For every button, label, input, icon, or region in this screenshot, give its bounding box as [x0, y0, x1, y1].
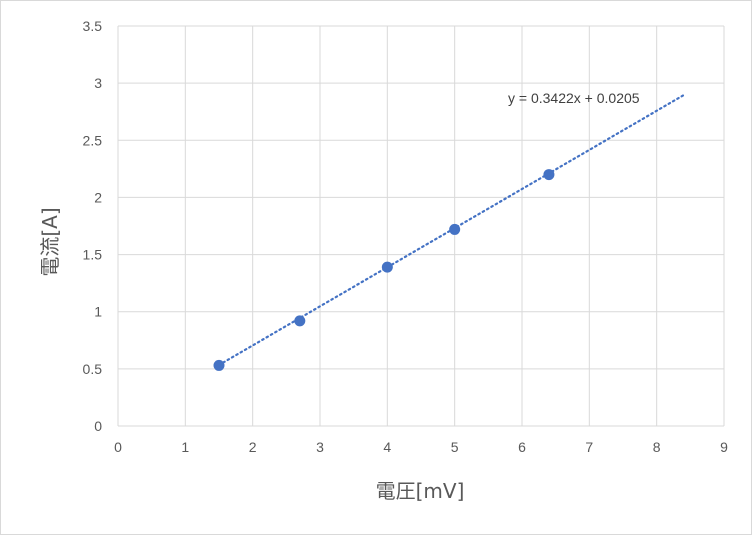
gridlines	[117, 25, 725, 427]
x-tick-label: 3	[316, 439, 324, 455]
x-tick-label: 7	[585, 439, 593, 455]
y-tick-label: 1.5	[83, 247, 103, 263]
x-tick-label: 0	[114, 439, 122, 455]
data-point	[213, 359, 225, 371]
x-tick-label: 2	[249, 439, 257, 455]
x-axis-tick-labels: 0 1 2 3 4 5 6 7 8 9	[114, 439, 728, 455]
y-tick-label: 1	[94, 304, 102, 320]
data-points	[213, 169, 555, 371]
y-tick-label: 0	[94, 418, 102, 434]
x-tick-label: 8	[653, 439, 661, 455]
y-axis-title: 電流[A]	[38, 207, 62, 276]
data-point	[449, 223, 461, 235]
x-axis-title: 電圧[mV]	[376, 479, 465, 503]
y-tick-label: 3.5	[83, 18, 103, 34]
y-tick-label: 3	[94, 75, 102, 91]
y-tick-label: 2.5	[83, 132, 103, 148]
data-point	[294, 315, 306, 327]
x-tick-label: 4	[383, 439, 391, 455]
x-tick-label: 9	[720, 439, 728, 455]
data-point	[543, 169, 555, 181]
x-tick-label: 5	[451, 439, 459, 455]
trendline-equation: y = 0.3422x + 0.0205	[508, 90, 640, 106]
x-tick-label: 6	[518, 439, 526, 455]
data-point	[381, 261, 393, 273]
x-tick-label: 1	[181, 439, 189, 455]
y-axis-tick-labels: 0 0.5 1 1.5 2 2.5 3 3.5	[83, 18, 103, 434]
y-tick-label: 2	[94, 189, 102, 205]
y-tick-label: 0.5	[83, 361, 103, 377]
